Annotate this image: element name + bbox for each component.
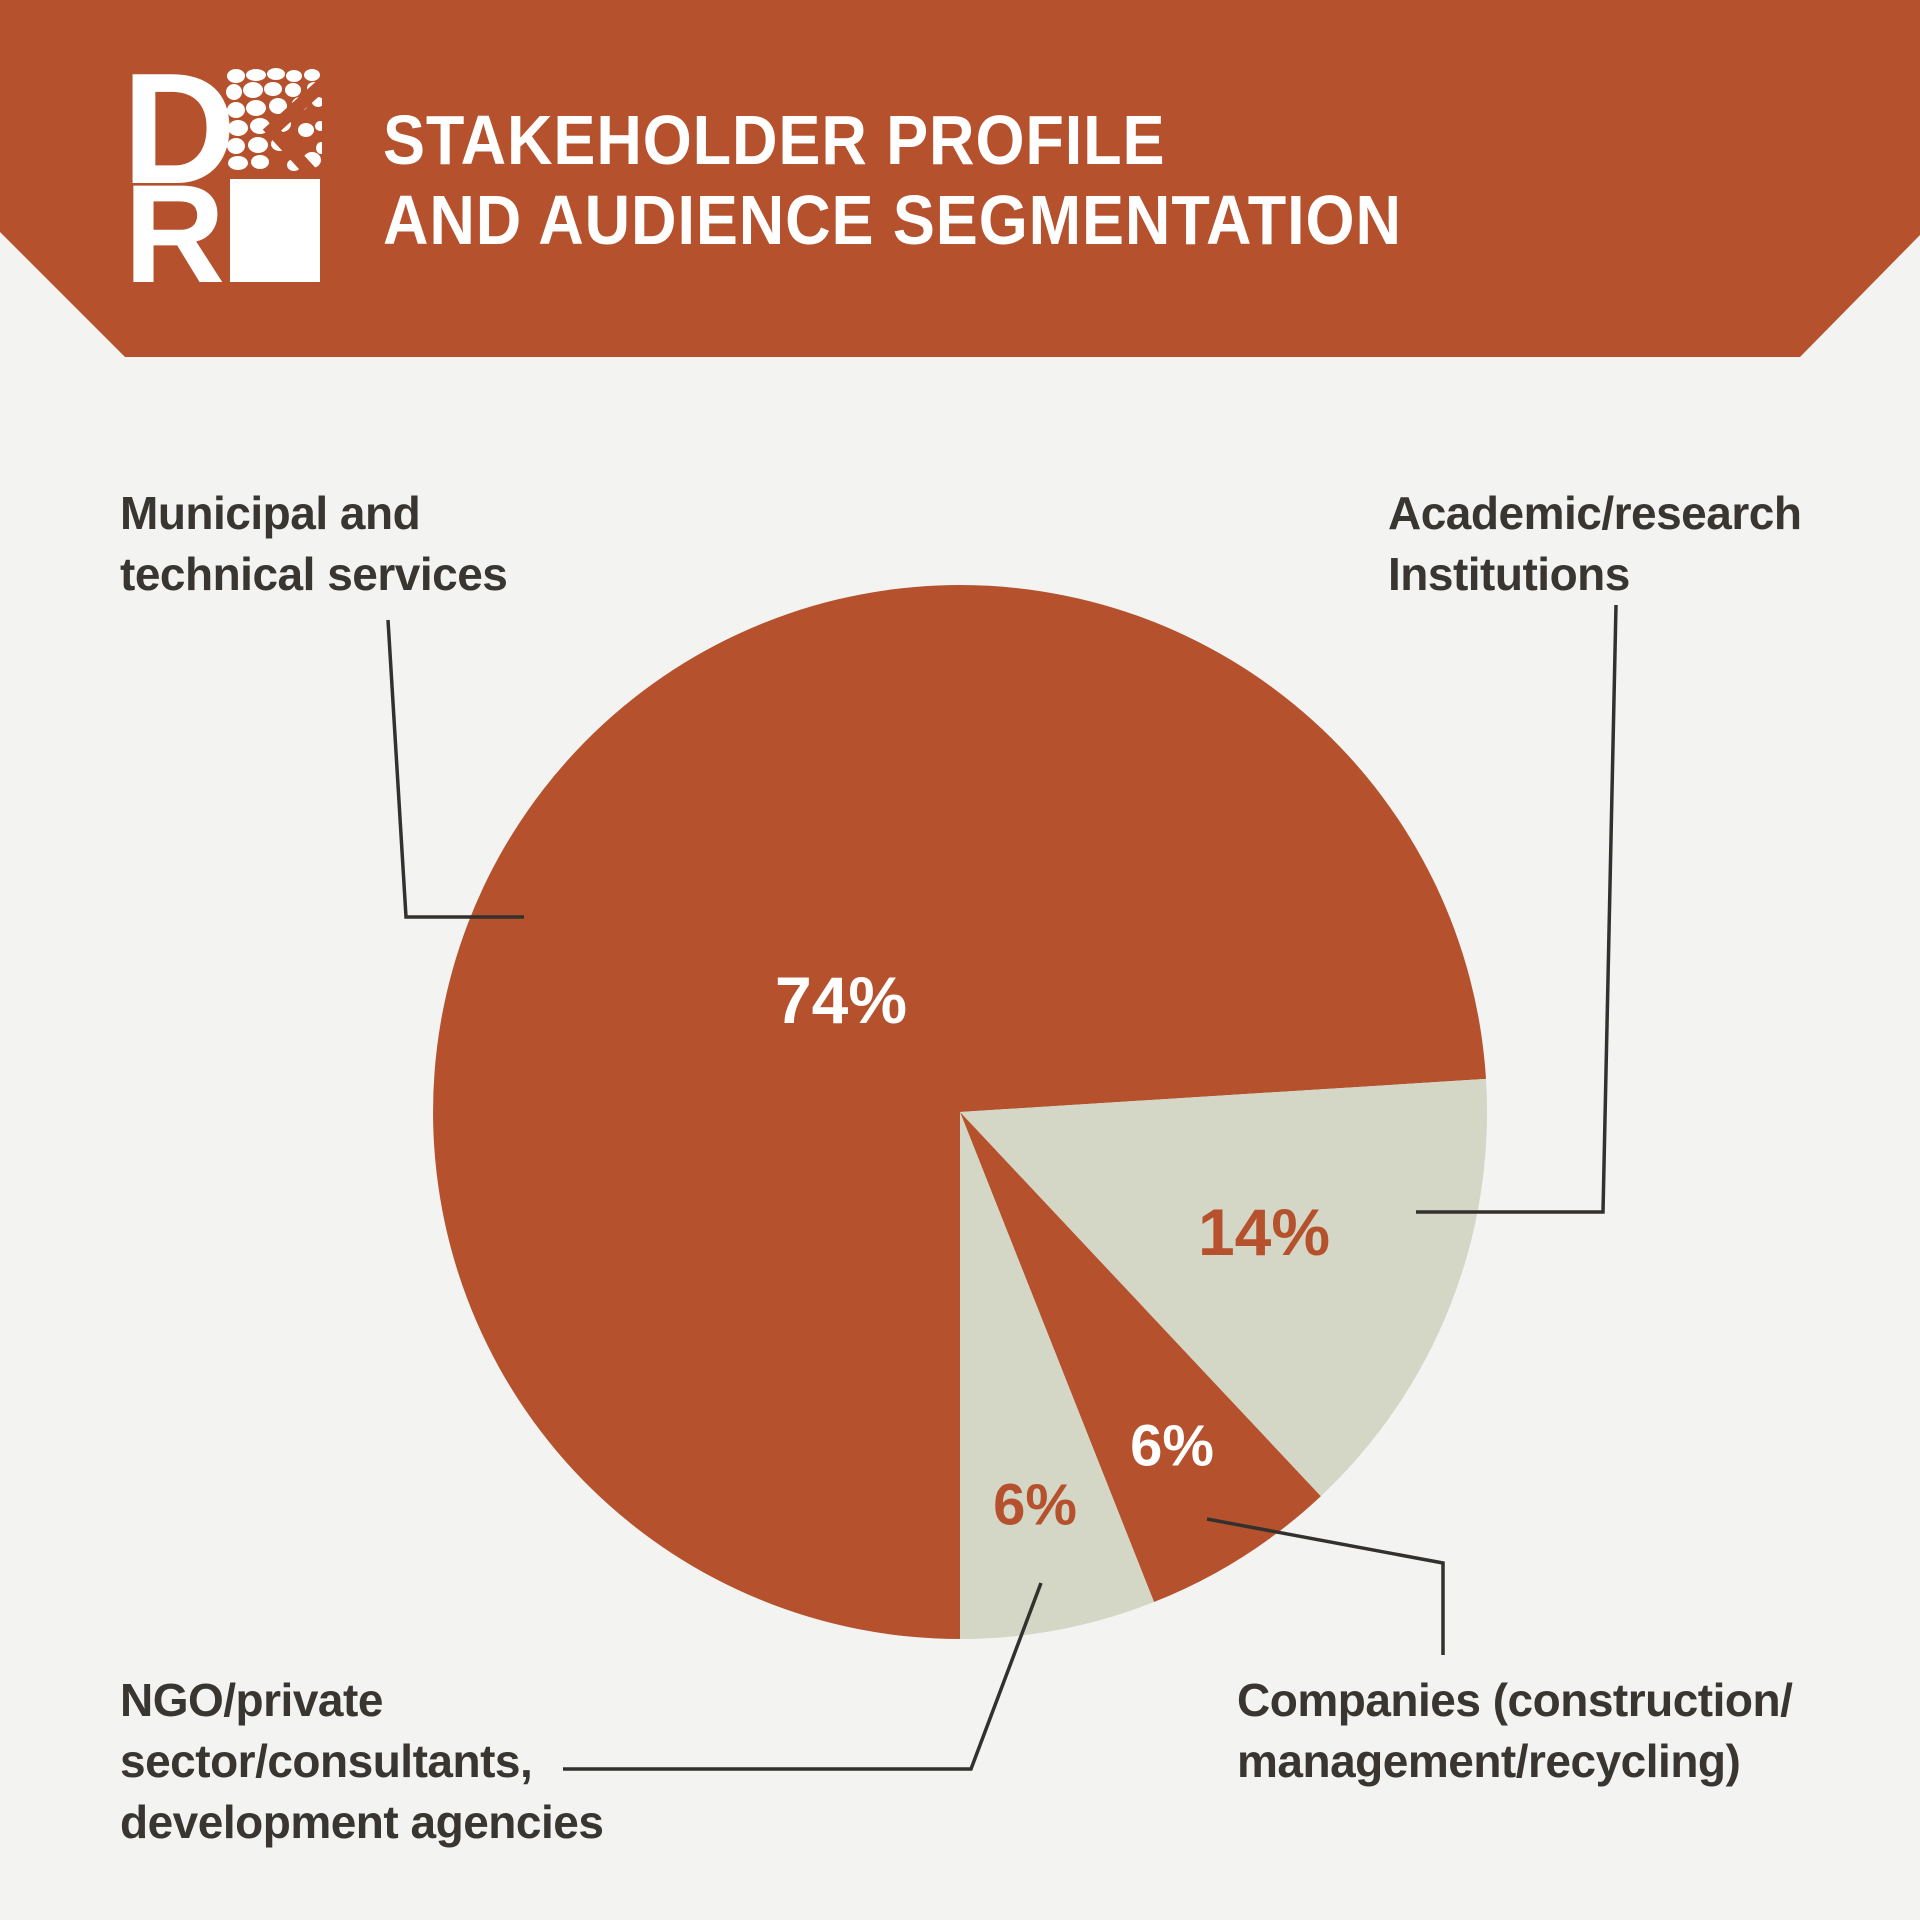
callout-ngo-line2: sector/consultants,: [120, 1735, 533, 1787]
callout-municipal-line1: Municipal and: [120, 487, 421, 539]
connector-municipal: [386, 619, 524, 919]
page-title: STAKEHOLDER PROFILE AND AUDIENCE SEGMENT…: [383, 100, 1402, 260]
connector-companies: [1206, 1517, 1445, 1655]
pie-slice-ngo: [960, 1112, 1154, 1639]
connector-ngo: [563, 1582, 1043, 1771]
pie-value-label-municipal: 74%: [774, 963, 908, 1037]
callout-connectors: [386, 604, 1618, 1771]
callout-companies-line1: Companies (construction/: [1237, 1674, 1793, 1726]
pie-value-label-academic: 14%: [1197, 1195, 1331, 1269]
header-banner: D R: [0, 0, 1920, 357]
callout-academic-line2: Institutions: [1388, 548, 1630, 600]
pie-value-label-ngo: 6%: [993, 1472, 1077, 1538]
pie-slice-companies: [960, 1112, 1321, 1602]
callout-companies-line2: management/recycling): [1237, 1735, 1741, 1787]
callout-academic-line1: Academic/research: [1388, 487, 1802, 539]
pie-slice-municipal: [433, 585, 1486, 1639]
page-title-line1: STAKEHOLDER PROFILE: [383, 101, 1166, 179]
callout-municipal: Municipal and technical services: [120, 483, 508, 605]
logo-solid-square: [230, 179, 320, 282]
logo-letter-d: D: [122, 67, 236, 217]
callout-municipal-line2: technical services: [120, 548, 508, 600]
pie-value-label-companies: 6%: [1130, 1413, 1214, 1479]
connector-academic: [1416, 604, 1618, 1214]
pie-slice-academic: [960, 1078, 1488, 1497]
callout-ngo-line1: NGO/private: [120, 1674, 383, 1726]
logo-letter-r: R: [124, 155, 225, 293]
rubble-pattern-icon: [226, 68, 322, 183]
page-title-line2: AND AUDIENCE SEGMENTATION: [383, 181, 1402, 259]
dr-logo: D R: [122, 67, 322, 293]
callout-ngo: NGO/private sector/consultants, developm…: [120, 1670, 604, 1853]
pie-slices: [433, 585, 1488, 1639]
callout-academic: Academic/research Institutions: [1388, 483, 1802, 605]
callout-ngo-line3: development agencies: [120, 1796, 604, 1848]
callout-companies: Companies (construction/ management/recy…: [1237, 1670, 1793, 1792]
